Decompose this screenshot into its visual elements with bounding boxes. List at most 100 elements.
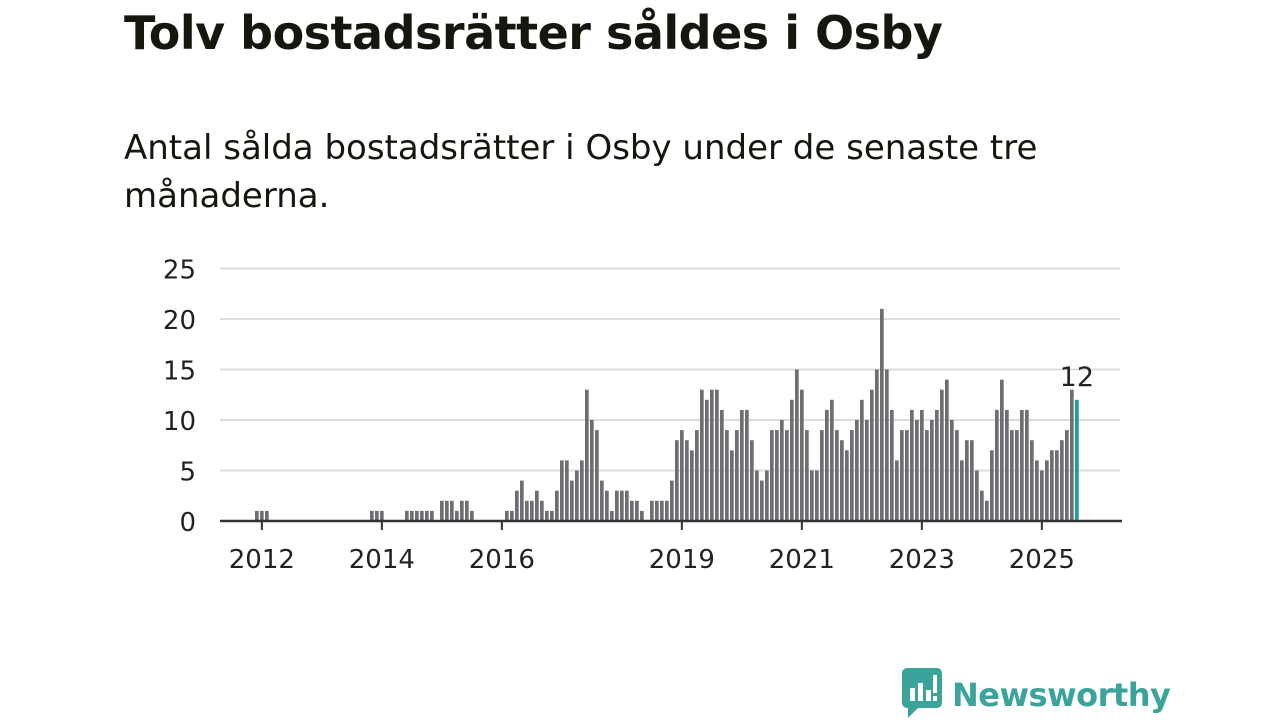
bar bbox=[885, 369, 889, 521]
bar bbox=[430, 510, 434, 521]
bar bbox=[990, 450, 994, 521]
bar bbox=[650, 500, 654, 521]
bar bbox=[1060, 440, 1064, 521]
bar bbox=[710, 389, 714, 521]
bar bbox=[845, 450, 849, 521]
y-tick-label: 0 bbox=[179, 508, 196, 538]
bar bbox=[1010, 430, 1014, 521]
bar bbox=[380, 510, 384, 521]
bar bbox=[265, 510, 269, 521]
bar bbox=[460, 500, 464, 521]
bar bbox=[935, 409, 939, 521]
bar bbox=[610, 510, 614, 521]
bar bbox=[780, 420, 784, 521]
bar bbox=[405, 510, 409, 521]
bar bbox=[745, 409, 749, 521]
bar bbox=[755, 470, 759, 521]
bar bbox=[980, 490, 984, 521]
bar bbox=[445, 500, 449, 521]
bar bbox=[945, 379, 949, 521]
bar bbox=[655, 500, 659, 521]
bar bbox=[570, 480, 574, 521]
bar bbox=[725, 430, 729, 521]
bar bbox=[985, 500, 989, 521]
bar bbox=[615, 490, 619, 521]
bar bbox=[955, 430, 959, 521]
bar bbox=[1005, 409, 1009, 521]
bar bbox=[1040, 470, 1044, 521]
bar bbox=[685, 440, 689, 521]
bar bbox=[670, 480, 674, 521]
bar bbox=[910, 409, 914, 521]
bar bbox=[420, 510, 424, 521]
bar bbox=[675, 440, 679, 521]
last-value-label: 12 bbox=[1060, 362, 1094, 393]
bars bbox=[255, 308, 1079, 521]
bar bbox=[830, 399, 834, 521]
y-tick-label: 25 bbox=[163, 256, 196, 286]
bar bbox=[790, 399, 794, 521]
bar bbox=[695, 430, 699, 521]
y-tick-label: 5 bbox=[179, 458, 196, 488]
bar bbox=[785, 430, 789, 521]
bar bbox=[1045, 460, 1049, 521]
bar bbox=[810, 470, 814, 521]
bar bbox=[850, 430, 854, 521]
bar bbox=[875, 369, 879, 521]
bar bbox=[370, 510, 374, 521]
chart-title: Tolv bostadsrätter såldes i Osby bbox=[124, 6, 943, 60]
x-tick-label: 2023 bbox=[889, 545, 955, 575]
bar bbox=[770, 430, 774, 521]
bar bbox=[580, 460, 584, 521]
bar bbox=[640, 510, 644, 521]
bar bbox=[970, 440, 974, 521]
bar bbox=[1025, 409, 1029, 521]
x-tick-label: 2014 bbox=[349, 545, 415, 575]
x-tick-label: 2025 bbox=[1009, 545, 1075, 575]
bar bbox=[1030, 440, 1034, 521]
bar bbox=[820, 430, 824, 521]
bar bbox=[465, 500, 469, 521]
bar bbox=[1055, 450, 1059, 521]
bar bbox=[375, 510, 379, 521]
chart-subtitle: Antal sålda bostadsrätter i Osby under d… bbox=[124, 128, 1038, 216]
bar bbox=[1015, 430, 1019, 521]
bar bbox=[680, 430, 684, 521]
bar bbox=[565, 460, 569, 521]
bar bbox=[665, 500, 669, 521]
bar bbox=[895, 460, 899, 521]
bar bbox=[515, 490, 519, 521]
bar bbox=[585, 389, 589, 521]
bar bbox=[700, 389, 704, 521]
bar bbox=[840, 440, 844, 521]
bar bbox=[795, 369, 799, 521]
bar bbox=[415, 510, 419, 521]
bar bbox=[805, 430, 809, 521]
bar bbox=[720, 409, 724, 521]
bar bbox=[975, 470, 979, 521]
bar bbox=[880, 308, 884, 521]
bar bbox=[870, 389, 874, 521]
bar bbox=[815, 470, 819, 521]
bar bbox=[890, 409, 894, 521]
bar bbox=[920, 409, 924, 521]
bar bbox=[410, 510, 414, 521]
bar bbox=[915, 420, 919, 521]
bar bbox=[255, 510, 259, 521]
bar bbox=[550, 510, 554, 521]
bar-chart-bubble-icon bbox=[902, 668, 942, 722]
bar bbox=[740, 409, 744, 521]
bar bbox=[1035, 460, 1039, 521]
bar bbox=[860, 399, 864, 521]
bar bbox=[470, 510, 474, 521]
y-tick-label: 10 bbox=[163, 407, 196, 437]
bar bbox=[1020, 409, 1024, 521]
bar bbox=[930, 420, 934, 521]
bar bbox=[735, 430, 739, 521]
bar bbox=[900, 430, 904, 521]
bar bbox=[450, 500, 454, 521]
bar bbox=[865, 420, 869, 521]
bar bbox=[1065, 430, 1069, 521]
bar bbox=[545, 510, 549, 521]
